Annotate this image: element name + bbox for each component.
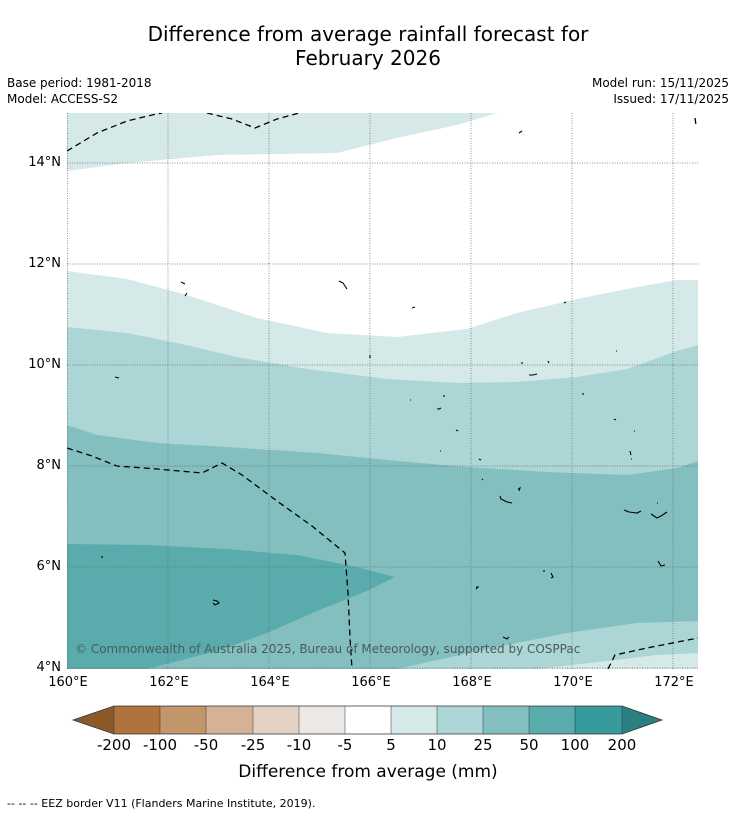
colorbar-swatch [114, 706, 160, 734]
map-area[interactable] [67, 113, 698, 669]
issued-date: Issued: 17/11/2025 [613, 92, 729, 106]
colorbar-swatch [253, 706, 299, 734]
colorbar-outline [71, 705, 664, 735]
colorbar-swatch [437, 706, 483, 734]
meta-right: Model run: 15/11/2025 Issued: 17/11/2025 [592, 75, 729, 107]
lon-tick-160: 160°E [48, 675, 88, 690]
contour-band-50-100 [67, 544, 395, 669]
contour-top-band [67, 113, 497, 171]
lat-tick-10: 10°N [28, 357, 61, 372]
grid-lines [67, 113, 698, 669]
lon-tick-168: 168°E [452, 675, 492, 690]
colorbar-swatch [206, 706, 253, 734]
colorbar-label: 5 [386, 736, 396, 754]
islands [101, 130, 668, 640]
colorbar-swatch [391, 706, 437, 734]
lat-tick-12: 12°N [28, 256, 61, 271]
contour-lower-band-5-10 [537, 653, 698, 669]
colorbar-swatch [575, 706, 622, 734]
colorbar-title: Difference from average (mm) [238, 762, 498, 782]
colorbar-label: 100 [560, 736, 590, 754]
colorbar-max-extend [622, 706, 662, 734]
colorbar [70, 703, 666, 737]
lon-tick-162: 162°E [149, 675, 189, 690]
meta-left: Base period: 1981-2018 Model: ACCESS-S2 [7, 75, 152, 107]
colorbar-min-extend [73, 706, 114, 734]
model-run: Model run: 15/11/2025 [591, 76, 729, 90]
colorbar-swatch [529, 706, 575, 734]
title-line-1: Difference from average rainfall forecas… [147, 22, 589, 46]
colorbar-dividers [113, 706, 623, 734]
lat-tick-6: 6°N [36, 559, 62, 574]
colorbar-label: -200 [96, 736, 132, 754]
lat-tick-8: 8°N [36, 458, 62, 473]
lon-tick-172: 172°E [654, 675, 694, 690]
contour-lower-band-10-25 [397, 621, 698, 669]
colorbar-label: -50 [193, 736, 219, 754]
lon-tick-164: 164°E [250, 675, 290, 690]
lat-tick-14: 14°N [28, 155, 61, 170]
colorbar-label: 10 [427, 736, 447, 754]
base-period: Base period: 1981-2018 [7, 76, 152, 90]
colorbar-label: 200 [607, 736, 637, 754]
rainfall-map [67, 113, 698, 669]
colorbar-svg [71, 705, 664, 735]
colorbar-label: -25 [240, 736, 266, 754]
map-title: Difference from average rainfall forecas… [0, 22, 736, 70]
lon-tick-166: 166°E [351, 675, 391, 690]
colorbar-swatch [345, 706, 391, 734]
lat-tick-4: 4°N [36, 660, 62, 675]
colorbar-swatch [299, 706, 345, 734]
eez-borders [67, 113, 698, 669]
colorbar-label: 50 [519, 736, 539, 754]
eez-footnote: -- -- -- EEZ border V11 (Flanders Marine… [7, 797, 316, 810]
colorbar-label: -10 [286, 736, 312, 754]
model-name: Model: ACCESS-S2 [7, 92, 119, 106]
colorbar-swatch [160, 706, 206, 734]
lon-tick-170: 170°E [553, 675, 593, 690]
title-line-2: February 2026 [295, 46, 441, 70]
colorbar-label: -100 [142, 736, 178, 754]
colorbar-label: -5 [337, 736, 353, 754]
copyright-notice: © Commonwealth of Australia 2025, Bureau… [75, 642, 581, 656]
colorbar-label: 25 [473, 736, 493, 754]
colorbar-swatch [483, 706, 529, 734]
